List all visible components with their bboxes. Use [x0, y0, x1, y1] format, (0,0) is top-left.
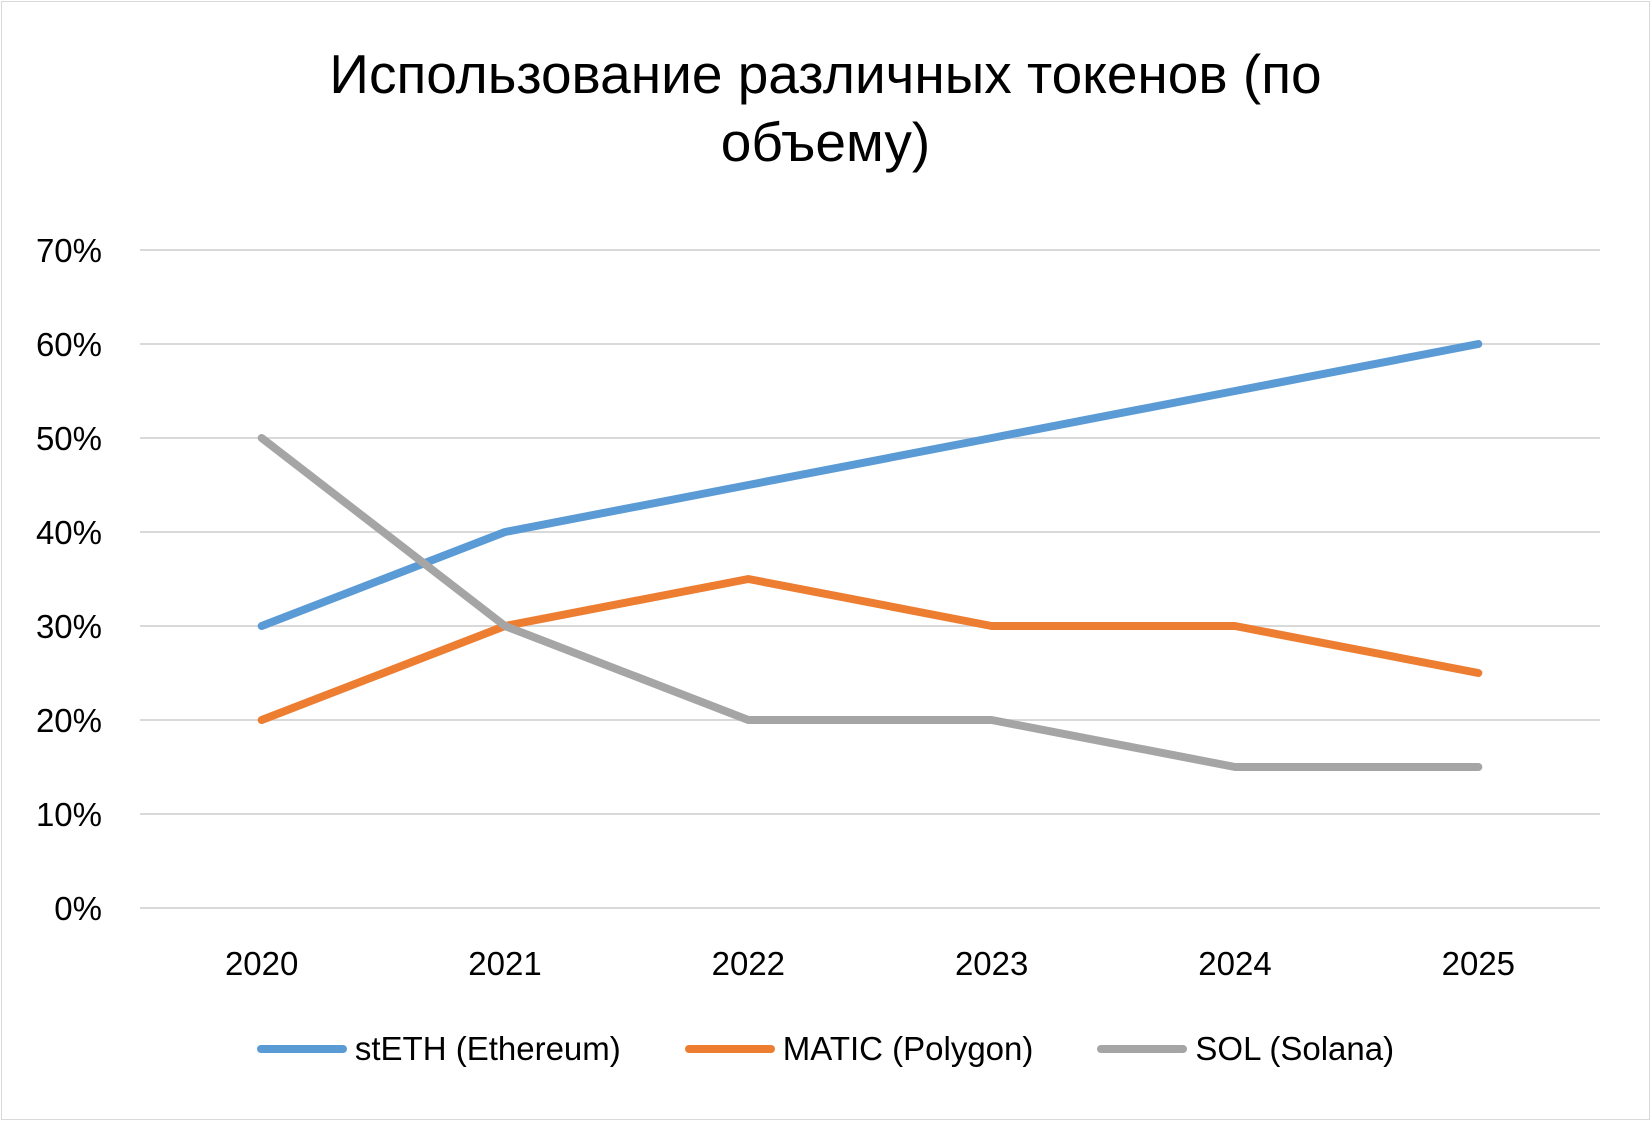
series-line-0 [257, 340, 1483, 630]
data-point [747, 484, 749, 486]
y-tick-label: 30% [36, 608, 102, 645]
legend-label-matic: MATIC (Polygon) [782, 1030, 1034, 1067]
series-lines [257, 340, 1483, 771]
y-tick-label: 20% [36, 702, 102, 739]
series-line-2 [257, 434, 1483, 771]
legend-swatch-matic [684, 1045, 775, 1053]
data-point [991, 437, 993, 439]
data-point [1477, 766, 1479, 768]
data-point [261, 437, 263, 439]
data-point [1477, 672, 1479, 674]
legend-item-sol: SOL (Solana) [1097, 1030, 1394, 1068]
data-point [261, 719, 263, 721]
y-tick-label: 50% [36, 420, 102, 457]
y-tick-label: 70% [36, 232, 102, 269]
x-tick-label: 2022 [712, 945, 785, 982]
x-tick-label: 2023 [955, 945, 1028, 982]
x-tick-label: 2025 [1442, 945, 1515, 982]
data-point [504, 625, 506, 627]
legend-item-matic: MATIC (Polygon) [684, 1030, 1034, 1068]
x-tick-label: 2021 [468, 945, 541, 982]
y-tick-label: 10% [36, 796, 102, 833]
data-point [1477, 343, 1479, 345]
legend-label-steth: stETH (Ethereum) [354, 1030, 621, 1067]
legend-label-sol: SOL (Solana) [1195, 1030, 1395, 1067]
chart-title: Использование различных токенов (по объе… [0, 40, 1651, 176]
x-tick-label: 2024 [1198, 945, 1271, 982]
series-line-1 [257, 575, 1483, 724]
legend-item-steth: stETH (Ethereum) [256, 1030, 621, 1068]
chart-title-line-1: Использование различных токенов (по [329, 43, 1322, 105]
data-point [261, 625, 263, 627]
x-axis-tick-labels: 2020 2021 2022 2023 2024 2025 [225, 945, 1515, 982]
y-tick-label: 60% [36, 326, 102, 363]
data-point [1234, 625, 1236, 627]
y-tick-label: 40% [36, 514, 102, 551]
chart-title-line-2: объему) [720, 111, 931, 173]
gridlines [140, 249, 1600, 909]
data-point [747, 578, 749, 580]
legend-swatch-steth [256, 1045, 347, 1053]
legend-swatch-sol [1097, 1045, 1188, 1053]
x-tick-label: 2020 [225, 945, 298, 982]
data-point [1234, 766, 1236, 768]
y-tick-label: 0% [54, 890, 102, 927]
data-point [991, 719, 993, 721]
data-point [504, 531, 506, 533]
data-point [991, 625, 993, 627]
y-axis-tick-labels: 0% 10% 20% 30% 40% 50% 60% 70% [36, 232, 102, 927]
data-point [747, 719, 749, 721]
legend: stETH (Ethereum) MATIC (Polygon) SOL (So… [0, 1030, 1651, 1068]
data-point [1234, 390, 1236, 392]
